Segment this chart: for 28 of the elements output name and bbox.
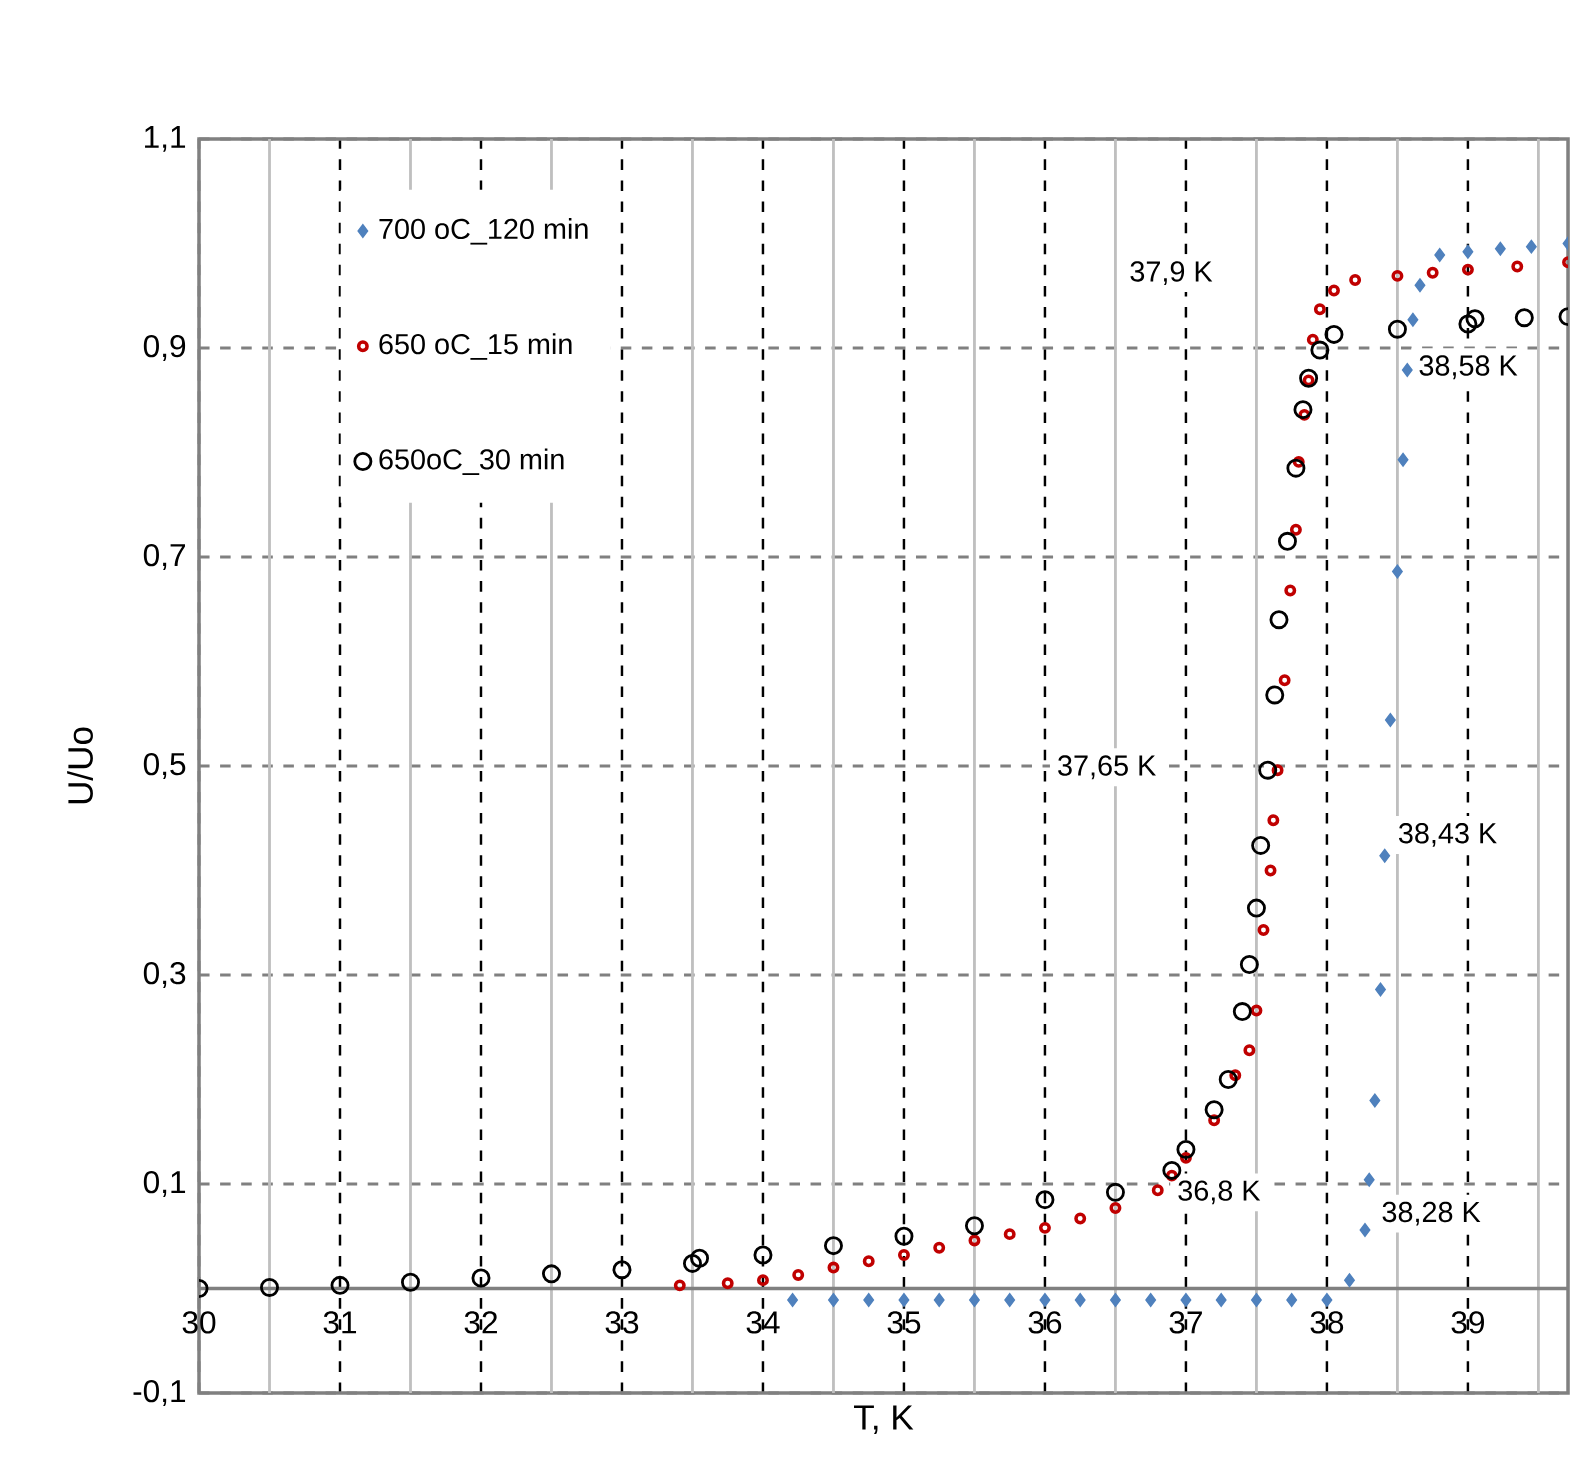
y-tick-label: 0,7 [143,543,185,571]
y-tick-label: 1,1 [145,126,186,152]
x-tick-label: 34 [746,1311,780,1334]
x-tick-label: 33 [605,1311,639,1334]
x-tick-label: 38 [1310,1311,1344,1334]
legend-label: 700 oC_120 min [379,217,588,245]
annotation: 37,9 K [1130,261,1213,286]
y-tick-label: 0,3 [143,961,186,989]
x-tick-label: 37 [1169,1311,1202,1334]
y-tick-label: 0,5 [143,752,186,780]
x-tick-label: 31 [323,1311,357,1334]
x-tick-label: 39 [1451,1311,1484,1334]
y-tick-label: -0,1 [133,1379,186,1407]
legend-label: 650oC_30 min [379,448,564,475]
annotation: 38,58 K [1419,355,1518,380]
y-tick-label: 0,9 [143,334,186,362]
annotation: 37,65 K [1058,755,1156,780]
legend-label: 650 oC_15 min [379,333,572,360]
annotation: 36,8 K [1178,1180,1261,1205]
x-tick-label: 32 [464,1311,497,1334]
x-tick-label: 35 [887,1311,921,1334]
y-tick-label: 0,1 [143,1170,186,1198]
x-tick-label: 30 [182,1311,216,1334]
x-tick-label: 36 [1028,1311,1062,1334]
y-axis-title: U/Uo [67,727,93,804]
annotation: 38,43 K [1398,823,1497,847]
annotation: 38,28 K [1382,1201,1481,1226]
x-axis-title: T, K [854,1405,914,1435]
